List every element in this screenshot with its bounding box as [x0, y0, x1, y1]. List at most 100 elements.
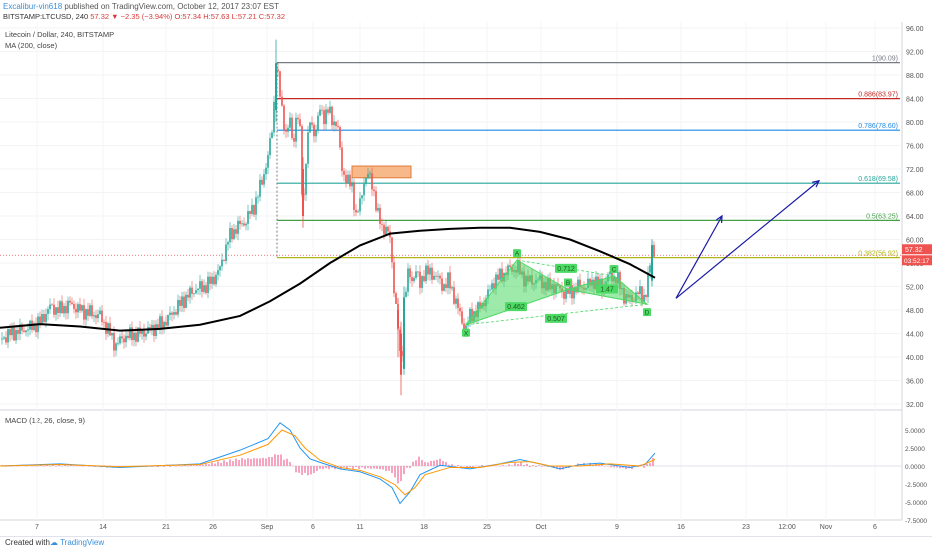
candle-body: [289, 117, 291, 128]
candle-body: [235, 229, 237, 234]
candle-body: [43, 314, 45, 322]
macd-histogram-bar: [49, 466, 51, 467]
symbol-quote: BITSTAMP:LTCUSD, 240 57.32 ▼ −2.35 (−3.9…: [3, 12, 285, 21]
macd-histogram-bar: [265, 458, 267, 466]
macd-histogram-bar: [256, 458, 258, 466]
macd-histogram-bar: [511, 465, 513, 466]
macd-histogram-bar: [397, 466, 399, 484]
candle-body: [187, 294, 189, 298]
candle-body: [427, 265, 429, 275]
macd-histogram-bar: [196, 464, 198, 466]
y-tick-label: 60.00: [906, 238, 924, 245]
candle-body: [609, 271, 611, 275]
macd-line: [0, 422, 656, 505]
macd-histogram-bar: [535, 466, 537, 467]
candle-body: [647, 272, 649, 298]
candle-body: [195, 290, 197, 294]
candle-body: [421, 276, 423, 288]
candle-body: [335, 121, 337, 127]
macd-histogram-bar: [382, 466, 384, 470]
macd-histogram-bar: [214, 463, 216, 466]
macd-histogram-bar: [43, 466, 45, 467]
candle-body: [565, 288, 567, 299]
pattern-ratio-line: [465, 289, 569, 326]
y-tick-label: 68.00: [906, 190, 924, 197]
candle-body: [205, 285, 207, 293]
candle-body: [495, 274, 497, 289]
macd-histogram-bar: [292, 465, 294, 467]
candle-body: [417, 271, 419, 273]
macd-histogram-bar: [376, 466, 378, 469]
x-tick-label: 11: [356, 524, 363, 531]
macd-histogram-bar: [211, 462, 213, 466]
candle-body: [365, 178, 367, 184]
x-tick-label: 6: [311, 524, 315, 531]
macd-histogram-bar: [10, 466, 12, 467]
macd-histogram-bar: [379, 466, 381, 470]
macd-histogram-bar: [502, 465, 504, 466]
x-tick-label: Sep: [261, 524, 274, 531]
macd-histogram-bar: [547, 466, 549, 467]
candle-body: [159, 316, 161, 330]
candle-body: [445, 284, 447, 288]
candle-body: [23, 330, 25, 333]
macd-histogram-bar: [601, 463, 603, 466]
publish-info: Excalibur-vin618 published on TradingVie…: [3, 2, 279, 11]
candle-body: [277, 69, 279, 72]
projection-arrows: [675, 179, 821, 299]
macd-histogram-bar: [187, 465, 189, 467]
x-tick-label: 26: [209, 524, 217, 531]
candle-body: [315, 130, 317, 137]
macd-histogram-bar: [241, 458, 243, 466]
macd-histogram-bar: [343, 466, 345, 467]
candle-body: [167, 314, 169, 326]
price-chart[interactable]: 1(90.09) 0.886(83.97) 0.786(78.60) 0.618(69…: [0, 0, 932, 536]
candle-body: [447, 272, 449, 288]
candle-body: [385, 226, 387, 235]
candle-body: [353, 182, 355, 211]
macd-histogram-bar: [556, 466, 558, 470]
macd-histogram-bar: [229, 459, 231, 466]
fib-label: 0.618(69.58): [858, 176, 898, 183]
candle-body: [361, 195, 363, 199]
candle-body: [93, 315, 95, 317]
candle-body: [563, 291, 565, 299]
series-legend[interactable]: Litecoin / Dollar, 240, BITSTAMP: [5, 30, 115, 39]
candle-body: [15, 329, 17, 341]
macd-tick-label: -2.5000: [905, 482, 927, 489]
fib-label: 1(90.09): [872, 56, 898, 63]
countdown-tag-value: 03:52:17: [904, 258, 930, 265]
macd-legend[interactable]: MACD (12, 26, close, 9): [5, 416, 86, 425]
candle-body: [299, 119, 301, 126]
candle-body: [377, 207, 379, 211]
macd-histogram-bar: [55, 466, 57, 467]
candle-body: [141, 329, 143, 334]
candle-body: [129, 327, 131, 339]
candle-body: [501, 268, 503, 282]
tradingview-logo[interactable]: ☁ TradingView: [50, 538, 104, 547]
x-tick-label: 21: [162, 524, 170, 531]
candle-body: [151, 324, 153, 329]
publish-header: Excalibur-vin618 published on TradingVie…: [0, 0, 932, 21]
macd-histogram-bar: [31, 466, 33, 467]
y-tick-label: 92.00: [906, 49, 924, 56]
candle-body: [407, 268, 409, 292]
y-tick-label: 64.00: [906, 214, 924, 221]
pattern-point-label: B: [566, 280, 570, 287]
macd-histogram-bar: [163, 466, 165, 467]
candle-body: [203, 285, 205, 292]
candle-body: [87, 309, 89, 316]
author-link[interactable]: Excalibur-vin618: [3, 2, 63, 11]
candle-body: [177, 300, 179, 315]
candle-body: [469, 308, 471, 323]
candle-body: [265, 167, 267, 175]
candle-body: [157, 324, 159, 330]
macd-histogram-bar: [430, 460, 432, 466]
ma-legend[interactable]: MA (200, close): [5, 41, 58, 50]
macd-histogram-bar: [385, 466, 387, 472]
candle-body: [181, 296, 183, 306]
macd-histogram-bar: [493, 465, 495, 467]
candle-body: [429, 267, 431, 275]
candle-body: [255, 197, 257, 215]
candle-body: [311, 122, 313, 125]
